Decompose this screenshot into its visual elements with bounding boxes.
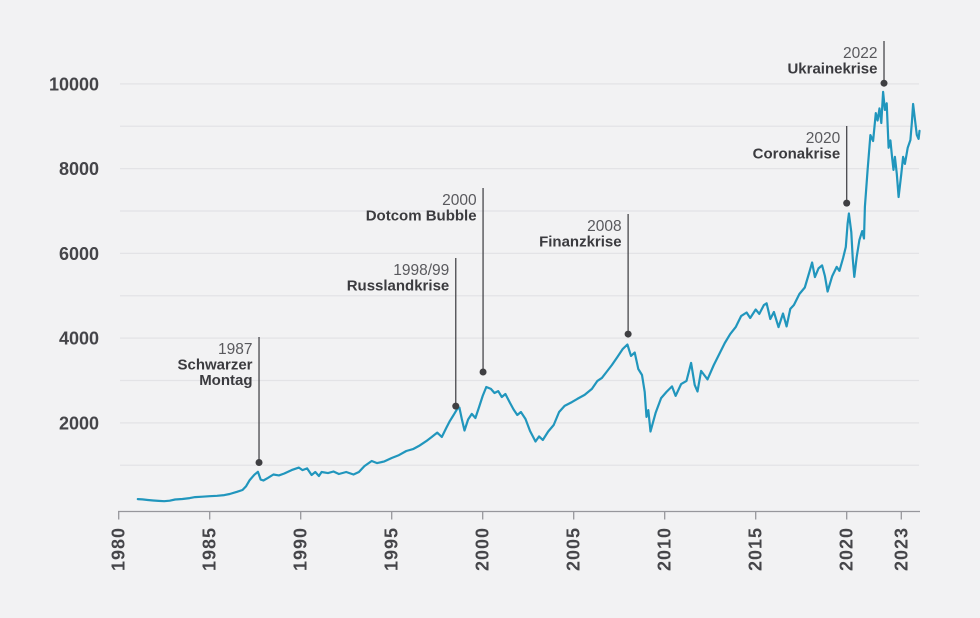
y-axis-label-2000: 2000 [59,413,99,433]
annotation-year-2000: 2000 [442,192,477,209]
annotation-title-1987-1: Montag [199,372,252,389]
annotation-year-1987: 1987 [218,341,252,358]
x-axis-label-1980: 1980 [109,527,129,571]
x-axis-label-2010: 2010 [655,527,675,571]
annotation-dot-2008 [624,330,632,338]
x-axis-label-1990: 1990 [291,527,311,571]
y-axis-label-6000: 6000 [59,244,99,264]
annotation-dot-2000 [479,368,487,376]
annotation-dot-199899 [452,402,460,410]
y-axis-label-4000: 4000 [59,329,99,349]
y-axis-label-8000: 8000 [59,159,99,179]
x-axis-label-2020: 2020 [837,527,857,571]
x-axis-label-2015: 2015 [746,527,766,571]
annotation-title-199899-0: Russlandkrise [347,278,450,295]
annotation-dot-2022 [880,79,888,87]
annotation-title-1987-0: Schwarzer [177,357,252,374]
annotation-title-2000-0: Dotcom Bubble [366,208,477,225]
x-axis-label-2005: 2005 [564,527,584,571]
annotation-year-2020: 2020 [806,130,841,147]
annotation-dot-2020 [843,199,851,207]
x-axis-label-1995: 1995 [382,527,402,571]
annotation-title-2022-0: Ukrainekrise [787,61,877,78]
x-axis-label-2000: 2000 [473,527,493,571]
annotation-dot-1987 [255,459,263,467]
annotation-year-2022: 2022 [843,45,877,62]
index-series-line [136,90,921,503]
x-axis-label-2023: 2023 [891,527,911,571]
x-axis-label-1985: 1985 [200,527,220,571]
annotation-year-2008: 2008 [587,218,621,235]
annotation-title-2020-0: Coronakrise [753,146,841,163]
annotation-title-2008-0: Finanzkrise [539,234,622,251]
y-axis-label-10000: 10000 [49,74,99,94]
annotation-year-199899: 1998/99 [393,262,449,279]
